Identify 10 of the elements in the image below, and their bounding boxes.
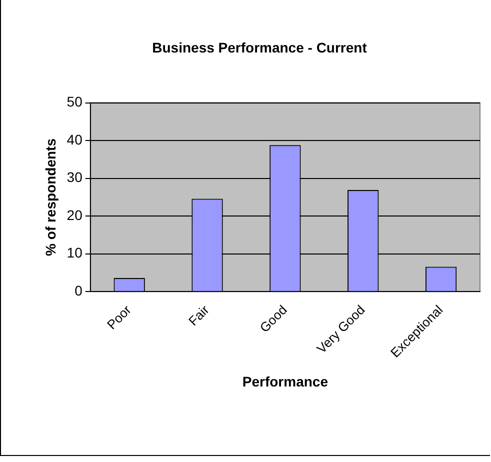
y-tick-label: 20 bbox=[66, 206, 83, 223]
y-tick-label: 30 bbox=[66, 169, 83, 186]
x-tick-label: Fair bbox=[185, 302, 212, 329]
y-tick-label: 10 bbox=[66, 244, 83, 261]
chart-title: Business Performance - Current bbox=[152, 39, 368, 56]
y-tick-label: 0 bbox=[74, 282, 83, 299]
x-axis-title: Performance bbox=[242, 373, 328, 390]
y-tick-label: 40 bbox=[66, 131, 83, 148]
y-tick-label: 50 bbox=[66, 94, 83, 110]
y-axis-title: % of respondents bbox=[42, 138, 58, 256]
